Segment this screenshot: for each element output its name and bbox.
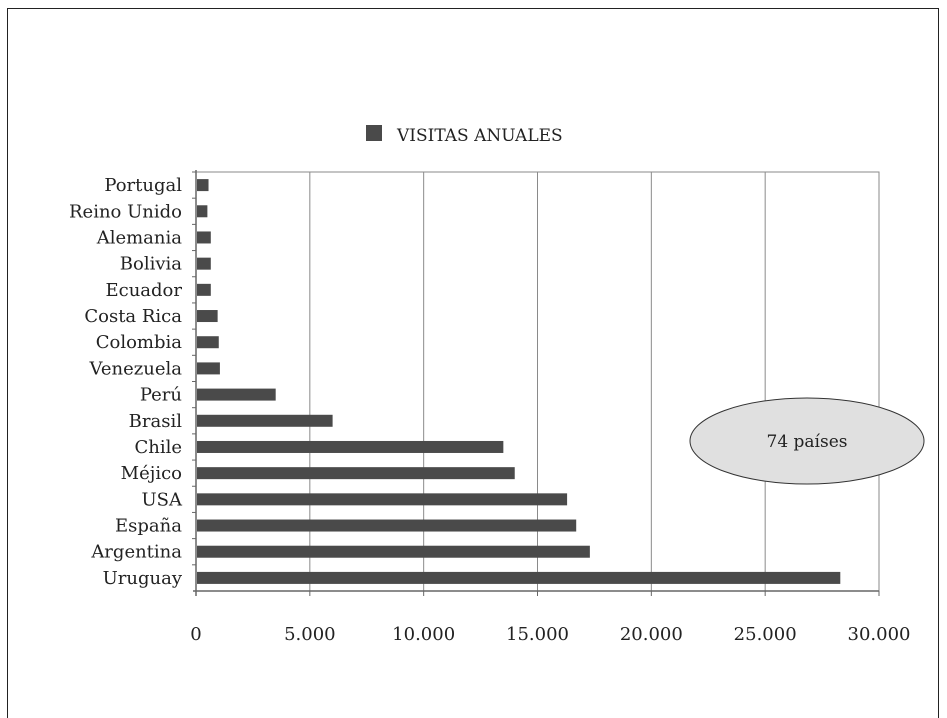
category-label: USA bbox=[142, 489, 184, 510]
bar bbox=[197, 205, 208, 218]
bar bbox=[197, 519, 577, 532]
legend-swatch bbox=[366, 125, 382, 141]
category-label: Colombia bbox=[96, 332, 183, 353]
x-tick-label: 15.000 bbox=[506, 624, 569, 645]
category-label: Méjico bbox=[121, 463, 182, 484]
category-label: Brasil bbox=[129, 411, 183, 432]
category-label: Reino Unido bbox=[69, 201, 182, 222]
legend-label: VISITAS ANUALES bbox=[396, 126, 563, 146]
callout-ellipse bbox=[689, 397, 925, 485]
bar bbox=[197, 257, 211, 270]
callout-text: 74 países bbox=[767, 432, 848, 452]
chart-frame bbox=[7, 8, 939, 718]
category-label: Bolivia bbox=[120, 254, 183, 275]
x-tick-label: 30.000 bbox=[848, 624, 911, 645]
category-label: Chile bbox=[134, 437, 182, 458]
bar bbox=[197, 414, 333, 427]
bar bbox=[197, 440, 504, 453]
category-label: Uruguay bbox=[103, 568, 183, 589]
bar bbox=[197, 310, 218, 323]
bar bbox=[197, 467, 515, 480]
bar bbox=[197, 493, 568, 506]
x-tick-label: 0 bbox=[190, 624, 201, 645]
bar bbox=[197, 336, 219, 349]
category-label: Ecuador bbox=[105, 280, 182, 301]
category-label: España bbox=[115, 516, 182, 537]
bar bbox=[197, 388, 276, 401]
x-tick-label: 25.000 bbox=[734, 624, 797, 645]
bar bbox=[197, 362, 220, 375]
bar bbox=[197, 571, 841, 584]
x-tick-label: 10.000 bbox=[392, 624, 455, 645]
bar bbox=[197, 545, 590, 558]
bar bbox=[197, 179, 209, 192]
category-label: Argentina bbox=[90, 542, 182, 563]
bar bbox=[197, 283, 211, 296]
category-label: Venezuela bbox=[89, 358, 183, 379]
bar bbox=[197, 231, 211, 244]
category-label: Portugal bbox=[104, 175, 182, 196]
x-tick-label: 5.000 bbox=[284, 624, 336, 645]
category-label: Costa Rica bbox=[84, 306, 182, 327]
x-tick-label: 20.000 bbox=[620, 624, 683, 645]
category-label: Perú bbox=[140, 385, 182, 406]
category-label: Alemania bbox=[96, 227, 183, 248]
